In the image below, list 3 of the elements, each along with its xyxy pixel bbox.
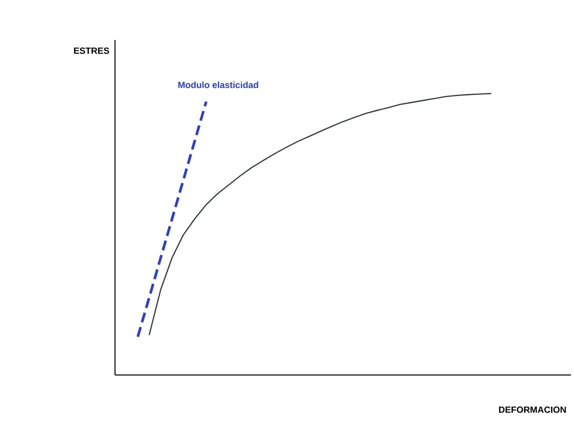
- y-axis-title: ESTRES: [74, 48, 110, 54]
- text: Modulo elasticidad: [178, 81, 258, 88]
- x-axis-title: DEFORMACION: [499, 406, 566, 413]
